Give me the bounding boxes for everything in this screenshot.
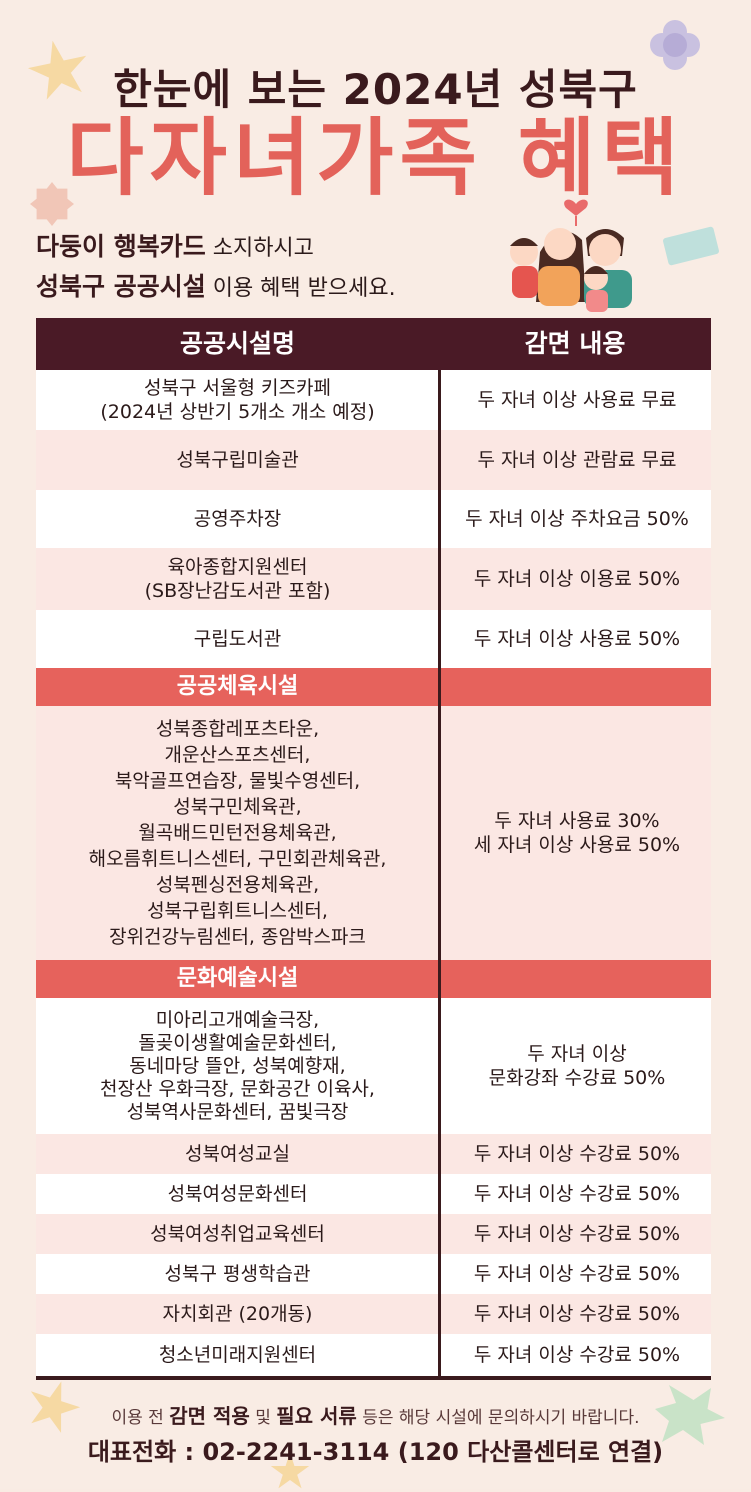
table-row-culture: 미아리고개예술극장, 돌곶이생활예술문화센터, 동네마당 뜰안, 성북예향재, … [36, 998, 711, 1134]
table-row: 자치회관 (20개동) 두 자녀 이상 수강료 50% [36, 1294, 711, 1334]
table-row: 청소년미래지원센터 두 자녀 이상 수강료 50% [36, 1334, 711, 1376]
column-divider [438, 370, 441, 1380]
ticket-decoration [662, 226, 720, 266]
benefit-text: 두 자녀 이상 문화강좌 수강료 50% [488, 1043, 666, 1089]
intro-facilities: 성북구 공공시설 [36, 272, 206, 301]
header-facility: 공공시설명 [179, 329, 295, 358]
intro-line-1-rest: 소지하시고 [205, 236, 314, 261]
note-part: 이용 전 [111, 1408, 170, 1428]
table-row: 성북구립미술관 두 자녀 이상 관람료 무료 [36, 430, 711, 490]
facility-cell: 성북종합레포츠타운, 개운산스포츠센터, 북악골프연습장, 물빛수영센터, 성북… [36, 706, 439, 960]
note-emphasis: 필요 서류 [276, 1404, 357, 1428]
table-row: 성북구 평생학습관 두 자녀 이상 수강료 50% [36, 1254, 711, 1294]
benefit-cell: 두 자녀 이상 관람료 무료 [477, 449, 677, 471]
table-row: 성북여성교실 두 자녀 이상 수강료 50% [36, 1134, 711, 1174]
benefit-cell: 두 자녀 이상 수강료 50% [473, 1143, 681, 1165]
benefit-cell: 두 자녀 이상 주차요금 50% [465, 508, 689, 530]
table-header: 공공시설명 감면 내용 [36, 318, 711, 370]
contact-phone: 대표전화 : 02-2241-3114 (120 다산콜센터로 연결) [87, 1438, 664, 1466]
section-label-sports: 공공체육시설 [176, 674, 299, 699]
footer-note: 이용 전 감면 적용 및 필요 서류 등은 해당 시설에 문의하시기 바랍니다. [0, 1400, 751, 1429]
section-label-culture: 문화예술시설 [176, 966, 299, 991]
table-row: 육아종합지원센터 (SB장난감도서관 포함) 두 자녀 이상 이용료 50% [36, 548, 711, 610]
table-row: 공영주차장 두 자녀 이상 주차요금 50% [36, 490, 711, 548]
note-part: 및 [249, 1408, 277, 1428]
table-bottom-rule [36, 1376, 711, 1380]
facility-cell: 성북여성문화센터 [167, 1183, 308, 1205]
facility-cell: 성북구 평생학습관 [164, 1263, 311, 1285]
facility-name: 미아리고개예술극장, 돌곶이생활예술문화센터, 동네마당 뜰안, 성북예향재, … [100, 1008, 375, 1123]
badge-decoration [30, 182, 74, 226]
benefit-cell: 두 자녀 이상 수강료 50% [473, 1223, 681, 1245]
facility-cell: 청소년미래지원센터 [158, 1344, 317, 1366]
benefit-cell: 두 자녀 이상 이용료 50% [473, 568, 681, 590]
table-row: 성북구 서울형 키즈카페 (2024년 상반기 5개소 개소 예정) 두 자녀 … [36, 370, 711, 430]
facility-cell: 육아종합지원센터 (SB장난감도서관 포함) [36, 548, 439, 610]
section-band-sports: 공공체육시설 [36, 668, 711, 706]
facility-name: 성북종합레포츠타운, 개운산스포츠센터, 북악골프연습장, 물빛수영센터, 성북… [88, 718, 387, 948]
facility-cell: 성북구립미술관 [176, 449, 299, 471]
note-part: 등은 해당 시설에 문의하시기 바랍니다. [356, 1408, 640, 1428]
section-band-culture: 문화예술시설 [36, 960, 711, 998]
note-emphasis: 감면 적용 [169, 1404, 250, 1428]
facility-cell: 자치회관 (20개동) [162, 1303, 313, 1325]
benefit-cell: 두 자녀 이상 사용료 무료 [477, 389, 677, 411]
benefit-text: 두 자녀 사용료 30% 세 자녀 이상 사용료 50% [473, 810, 681, 856]
benefit-cell: 두 자녀 이상 사용료 50% [473, 628, 681, 650]
intro-card-name: 다둥이 행복카드 [36, 232, 206, 261]
facility-cell: 성북여성교실 [185, 1143, 290, 1165]
table-row: 구립도서관 두 자녀 이상 사용료 50% [36, 610, 711, 668]
facility-cell: 성북여성취업교육센터 [150, 1223, 325, 1245]
benefit-cell: 두 자녀 이상 수강료 50% [473, 1344, 681, 1366]
flower-decoration [650, 20, 700, 70]
facility-cell: 구립도서관 [193, 628, 282, 650]
facility-name: 육아종합지원센터 (SB장난감도서관 포함) [144, 556, 331, 602]
facility-name: 성북구 서울형 키즈카페 (2024년 상반기 5개소 개소 예정) [100, 377, 375, 423]
intro-line-2-rest: 이용 혜택 받으세요. [205, 276, 396, 301]
facility-cell: 미아리고개예술극장, 돌곶이생활예술문화센터, 동네마당 뜰안, 성북예향재, … [36, 998, 439, 1134]
benefit-cell: 두 자녀 이상 문화강좌 수강료 50% [443, 998, 711, 1134]
table-row: 성북여성문화센터 두 자녀 이상 수강료 50% [36, 1174, 711, 1214]
facility-cell: 공영주차장 [193, 508, 282, 530]
table-row: 성북여성취업교육센터 두 자녀 이상 수강료 50% [36, 1214, 711, 1254]
benefit-cell: 두 자녀 이상 수강료 50% [473, 1263, 681, 1285]
intro-line-2: 성북구 공공시설 이용 혜택 받으세요. [36, 268, 396, 308]
intro-text: 다둥이 행복카드 소지하시고 성북구 공공시설 이용 혜택 받으세요. [36, 228, 396, 308]
title-year: 한눈에 보는 2024년 성북구 [113, 65, 638, 114]
intro-line-1: 다둥이 행복카드 소지하시고 [36, 228, 396, 268]
benefits-table: 공공시설명 감면 내용 성북구 서울형 키즈카페 (2024년 상반기 5개소 … [36, 318, 711, 1380]
benefit-cell: 두 자녀 이상 수강료 50% [473, 1303, 681, 1325]
benefit-cell: 두 자녀 이상 수강료 50% [473, 1183, 681, 1205]
title-main: 다자녀가족 혜택 [66, 109, 685, 207]
benefit-cell: 두 자녀 사용료 30% 세 자녀 이상 사용료 50% [443, 706, 711, 960]
header-benefit: 감면 내용 [524, 329, 626, 358]
facility-cell: 성북구 서울형 키즈카페 (2024년 상반기 5개소 개소 예정) [36, 370, 439, 430]
table-row-sports: 성북종합레포츠타운, 개운산스포츠센터, 북악골프연습장, 물빛수영센터, 성북… [36, 706, 711, 960]
family-illustration [510, 199, 632, 312]
